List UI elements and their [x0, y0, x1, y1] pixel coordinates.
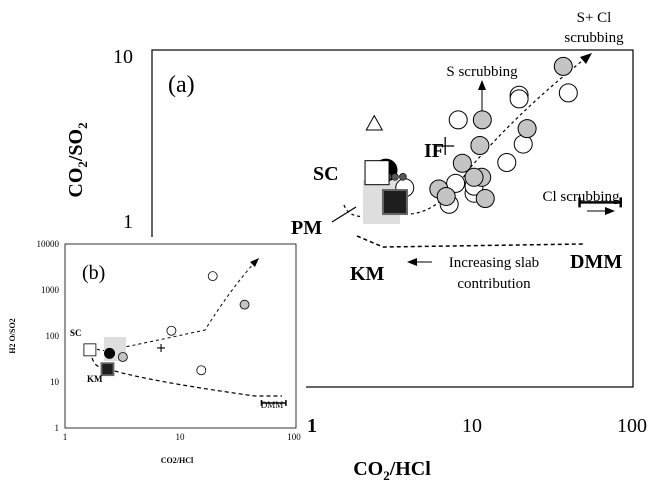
cl-scrubbing-arrow-head	[605, 207, 615, 215]
inset-x-axis-title: CO2/HCl	[161, 456, 194, 465]
km-label: KM	[350, 263, 385, 285]
inset-arrow-head	[250, 258, 259, 267]
grey-circle-point	[452, 153, 472, 173]
inset-chart: 10000 1000 100 10 1 1 10 100 CO2/HCl H2 …	[0, 237, 306, 481]
main-xtick-10: 10	[462, 415, 482, 437]
slab-label-1: Increasing slab	[449, 255, 539, 271]
s-cl-arrow-head	[580, 53, 592, 64]
s-cl-scrubbing-label-2: scrubbing	[564, 30, 624, 46]
white-square-point	[364, 160, 390, 186]
inset-mixing-curve	[92, 261, 256, 351]
black-square-point	[100, 362, 115, 377]
grey-circle-point	[239, 299, 250, 310]
inset-dmm-range	[260, 399, 287, 406]
main-xtick-1: 1	[307, 415, 317, 437]
inset-background	[0, 237, 306, 481]
main-y-axis-title: CO2/SO2	[65, 122, 90, 197]
inset-km-label: KM	[87, 374, 103, 384]
main-dmm-range	[578, 197, 622, 208]
inset-xtick-100: 100	[287, 432, 301, 442]
main-xtick-100: 100	[617, 415, 647, 437]
grey-circle-point	[464, 167, 484, 187]
triangle-point	[365, 114, 384, 131]
grey-circle-point	[553, 56, 573, 76]
inset-ytick-10: 10	[50, 377, 60, 387]
white-circle-point	[558, 83, 578, 103]
s-scrubbing-label: S scrubbing	[446, 64, 518, 80]
inset-ytick-100: 100	[46, 331, 60, 341]
white-circle-point	[448, 110, 468, 130]
grey-circle-point	[475, 188, 495, 208]
white-circle-point	[166, 325, 177, 336]
grey-circle-point	[517, 119, 537, 139]
s-scrubbing-arrow-head	[478, 80, 486, 90]
panel-b-label: (b)	[82, 262, 105, 284]
inset-ytick-1: 1	[55, 423, 60, 433]
s-cl-scrubbing-label-1: S+ Cl	[577, 10, 612, 26]
cl-scrubbing-label: Cl scrubbing	[542, 189, 620, 205]
cross-point	[157, 343, 166, 352]
main-x-axis-title: CO2/HCl	[353, 458, 431, 481]
inset-ytick-10000: 10000	[37, 239, 60, 249]
inset-dmm-label: DMM	[261, 400, 284, 410]
grey-circle-point	[470, 135, 490, 155]
main-chart: 10 1 1 10 100 CO2/HCl CO2/SO2 (a) S+ Cl …	[65, 10, 647, 481]
white-circle-point	[446, 173, 466, 193]
white-square-point	[83, 343, 97, 357]
inset-y-axis-title: H2 O/SO2	[8, 318, 17, 353]
pm-label: PM	[291, 217, 322, 239]
grey-circle-point	[436, 186, 456, 206]
black-square-point	[381, 189, 408, 216]
white-circle-point	[207, 271, 218, 282]
sc-label: SC	[313, 163, 339, 185]
inset-data-points	[83, 271, 250, 377]
small-grey-dots-point	[391, 173, 399, 181]
inset-xtick-1: 1	[63, 432, 68, 442]
black-circle-point	[104, 347, 116, 359]
inset-sc-label: SC	[70, 328, 82, 338]
white-circle-point	[196, 365, 207, 376]
km-dmm-line	[356, 235, 585, 248]
dmm-label: DMM	[570, 251, 622, 273]
main-plot-frame	[151, 49, 634, 388]
main-ytick-10: 10	[113, 46, 133, 68]
main-data-points	[364, 56, 578, 216]
if-label: IF	[424, 140, 444, 162]
inset-plot-frame	[64, 243, 297, 429]
inset-ytick-1000: 1000	[41, 285, 60, 295]
slab-label-2: contribution	[457, 276, 531, 292]
pm-leader-line	[331, 206, 357, 223]
main-ytick-1: 1	[123, 211, 133, 233]
panel-a-label: (a)	[168, 72, 195, 98]
white-circle-point	[497, 153, 517, 173]
grey-circle-point	[117, 352, 128, 362]
inset-xtick-10: 10	[176, 432, 186, 442]
small-grey-dots-point	[399, 173, 407, 181]
inset-km-dmm-line	[90, 350, 282, 397]
white-circle-point	[509, 89, 529, 109]
slab-contribution-arrow-head	[407, 258, 417, 266]
grey-circle-point	[472, 110, 492, 130]
cross-point	[436, 137, 455, 156]
